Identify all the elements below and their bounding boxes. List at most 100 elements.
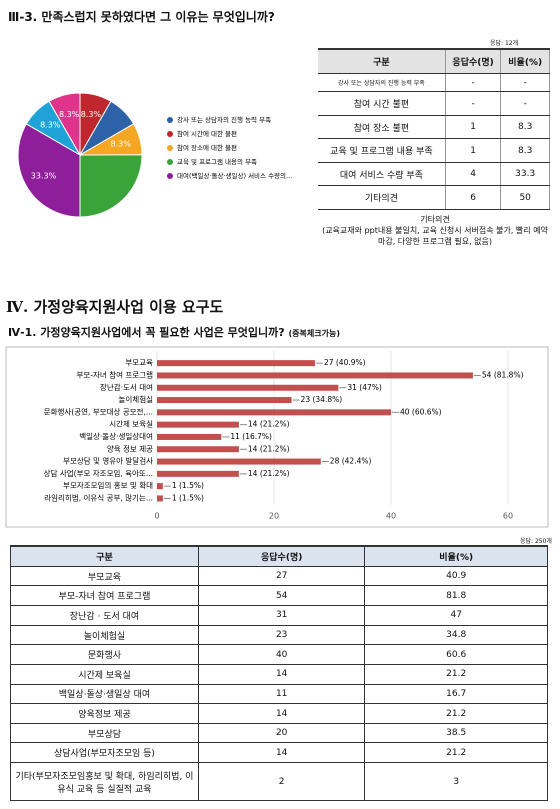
- cell: 시간제 보육실: [10, 663, 199, 685]
- cell: 14: [197, 742, 366, 764]
- row: 강사 또는 상담자의 진행 능력 부족 - -: [318, 72, 550, 93]
- cell: 20: [197, 722, 366, 744]
- cell: 부모상담: [10, 722, 199, 744]
- legend-label: 강사 또는 상담자의 진행 능력 부족: [177, 115, 271, 124]
- cell: 기타의견: [318, 185, 446, 210]
- cell: 14: [197, 703, 366, 724]
- cell: 23: [197, 624, 366, 646]
- row: 부모-자녀 참여 프로그램 54 81.8: [10, 585, 548, 607]
- cell: 부모-자녀 참여 프로그램: [10, 585, 199, 607]
- value-label: 31 (47%): [347, 383, 382, 392]
- bar: [157, 360, 315, 367]
- value-label: 40 (60.6%): [400, 407, 442, 416]
- header-cell: 구분: [318, 48, 446, 74]
- value-label: 14 (21.2%): [248, 444, 290, 453]
- cell: 40: [197, 644, 366, 665]
- cell: 16.7: [364, 683, 548, 705]
- row: 문화행사 40 60.6: [10, 644, 548, 665]
- row: 기타(부모자조모임홍보 및 확대, 하임리히법, 이유식 교육 등 실질적 교육…: [10, 762, 548, 801]
- pie-chart: 8.3%8.3%33.3%8.3%8.3%강사 또는 상담자의 진행 능력 부족…: [17, 92, 292, 218]
- cell: 3: [364, 762, 548, 801]
- bar: [157, 458, 321, 465]
- bar: [157, 495, 163, 502]
- cell: 기타(부모자조모임홍보 및 확대, 하임리히법, 이유식 교육 등 실질적 교육: [10, 762, 199, 801]
- row: 부모상담 20 38.5: [10, 722, 548, 744]
- value-label: 1 (1.5%): [172, 493, 204, 502]
- header-row: 구분 응답수(명) 비율(%): [318, 48, 550, 74]
- header-cell: 비율(%): [500, 48, 550, 74]
- legend-label: 교육 및 프로그램 내용의 부족: [177, 157, 257, 166]
- y-tick-label: 부모자조모임의 홍보 및 확대: [63, 480, 153, 490]
- cell: 38.5: [364, 722, 548, 744]
- legend-marker: [167, 131, 173, 137]
- value-label: 1 (1.5%): [172, 481, 204, 490]
- cell: 양육정보 제공: [10, 703, 199, 724]
- slice-label: 8.3%: [111, 139, 132, 148]
- y-tick-label: 백일상·돌상·생일상대여: [79, 431, 153, 441]
- value-label: 11 (16.7%): [230, 432, 272, 441]
- value-label: 54 (81.8%): [482, 370, 524, 379]
- other-box: 기타의견 (교육교재와 ppt내용 불일치, 교육 신청시 서버접속 불가, 빨…: [322, 214, 548, 247]
- legend-marker: [167, 173, 173, 179]
- cell: 참여 시간 불편: [318, 91, 446, 116]
- bar-chart: 0 20 40 60 부모교육 27 (40.9%) 부모-자녀 참여 프로그램 54 (81…: [5, 346, 549, 528]
- header-row: 구분 응답수(명) 비율(%): [10, 545, 548, 567]
- slice-label: 8.3%: [81, 110, 102, 119]
- y-tick-label: 부모교육: [125, 358, 153, 367]
- bar: [157, 433, 222, 440]
- cell: 14: [197, 663, 366, 685]
- cell: 2: [197, 762, 366, 801]
- subheading-text: Ⅳ-1. 가정양육지원사업에서 꼭 필요한 사업은 무엇입니까?: [8, 326, 285, 339]
- bar: [157, 421, 239, 428]
- cell: 장난감 · 도서 대여: [10, 605, 199, 626]
- pie-slice: [48, 92, 81, 157]
- x-tick-label: 40: [386, 512, 396, 521]
- value-label: 14 (21.2%): [248, 469, 290, 478]
- cell: 놀이체험실: [10, 624, 199, 646]
- cell: -: [445, 91, 502, 116]
- pie-slice: [17, 123, 81, 218]
- row: 참여 장소 불편 1 8.3: [318, 114, 550, 140]
- legend-label: 참여 장소에 대한 불편: [177, 143, 237, 152]
- header-cell: 비율(%): [364, 545, 548, 567]
- value-label: 14 (21.2%): [248, 420, 290, 429]
- subnote: (중복체크가능): [288, 329, 340, 338]
- cell: 참여 장소 불편: [318, 114, 446, 140]
- cell: 60.6: [364, 644, 548, 665]
- x-tick-label: 60: [503, 512, 513, 521]
- cell: 8.3: [500, 114, 550, 140]
- cell: 50: [500, 185, 550, 210]
- y-tick-label: 라임리히법, 이유식 공부, 많기는...: [44, 492, 153, 502]
- y-tick-label: 부모상담 및 영유아 발달검사: [63, 456, 153, 466]
- bar: [157, 372, 473, 379]
- slice-label: 8.3%: [40, 121, 61, 130]
- pie-slice: [79, 154, 143, 218]
- y-tick-label: 부모-자녀 참여 프로그램: [77, 369, 154, 379]
- subheading: Ⅳ-1. 가정양육지원사업에서 꼭 필요한 사업은 무엇입니까? (중복체크가능…: [8, 324, 340, 340]
- legend-marker: [167, 159, 173, 165]
- header-cell: 응답수(명): [197, 545, 366, 567]
- cell: 34.8: [364, 624, 548, 646]
- row: 기타의견 6 50: [318, 185, 550, 210]
- row: 양육정보 제공 14 21.2: [10, 703, 548, 724]
- cell: 부모교육: [10, 565, 199, 587]
- row: 대여 서비스 수량 부족 4 33.3: [318, 161, 550, 187]
- row: 참여 시간 불편 - -: [318, 91, 550, 116]
- cell: 백일상·돌상·생일상 대여: [10, 683, 199, 705]
- row: 상담사업(부모자조모임 등) 14 21.2: [10, 742, 548, 764]
- table: 구분 응답수(명) 비율(%) 부모교육 27 40.9 부모-자녀 참여 프로그램 54 81…: [10, 545, 548, 801]
- header-cell: 응답수(명): [445, 48, 502, 74]
- cell: 상담사업(부모자조모임 등): [10, 742, 199, 764]
- row: 장난감 · 도서 대여 31 47: [10, 605, 548, 626]
- cell: 21.2: [364, 703, 548, 724]
- cell: 27: [197, 565, 366, 587]
- row: 교육 및 프로그램 내용 부족 1 8.3: [318, 138, 550, 163]
- x-tick-label: 0: [154, 512, 159, 521]
- cell: 6: [445, 185, 502, 210]
- legend-marker: [167, 117, 173, 123]
- value-label: 27 (40.9%): [324, 358, 366, 367]
- slice-label: 8.3%: [59, 110, 80, 119]
- cell: 문화행사: [10, 644, 199, 665]
- x-tick-label: 20: [269, 512, 279, 521]
- value-label: 28 (42.4%): [330, 457, 372, 466]
